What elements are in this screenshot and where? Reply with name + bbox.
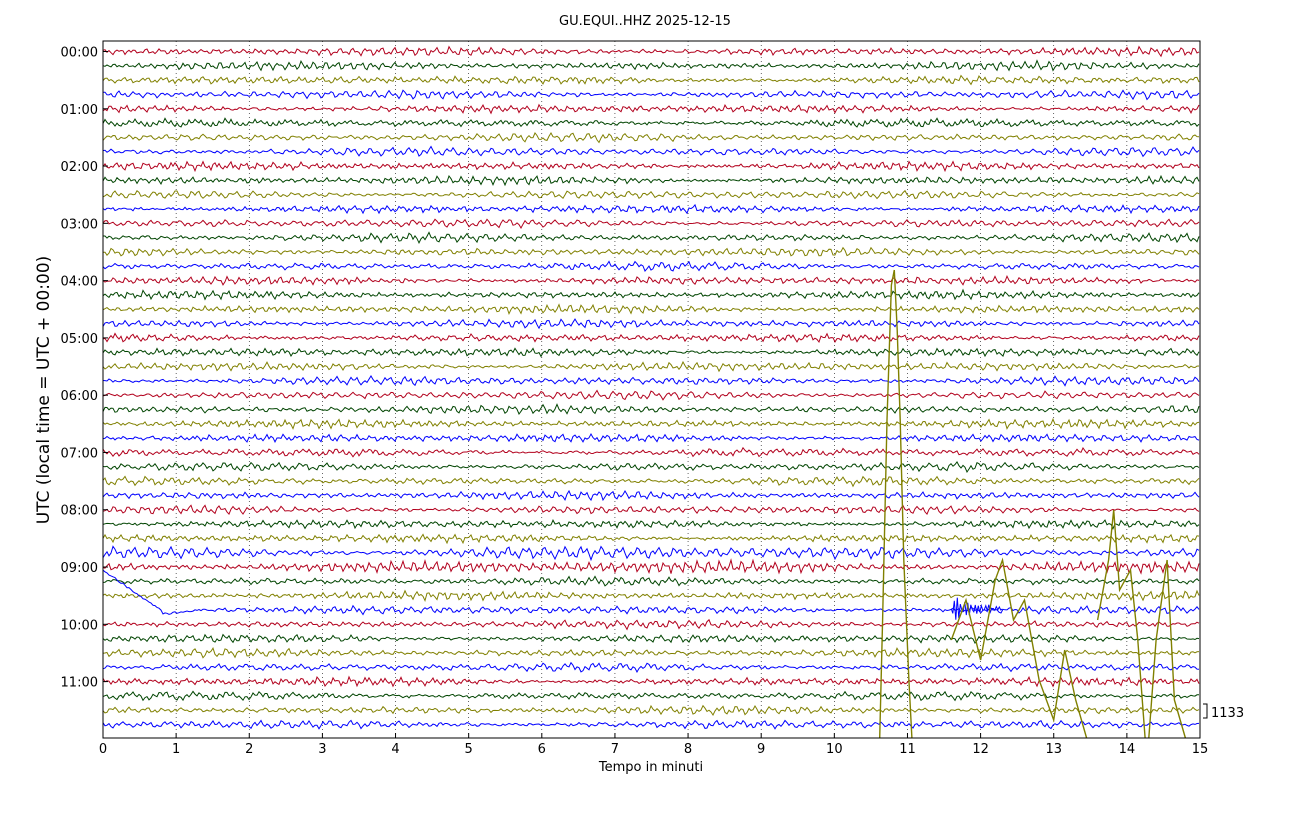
trace-row (102, 360, 1200, 373)
y-tick-label: 10:00 (61, 618, 98, 633)
trace-row (102, 318, 1200, 330)
x-tick-label: 8 (684, 742, 692, 757)
trace-row (102, 174, 1200, 187)
trace-row (102, 274, 1200, 286)
event-traces (879, 269, 1187, 739)
trace-row (102, 569, 1200, 616)
trace-row (102, 589, 1200, 603)
x-tick-label: 5 (465, 742, 473, 757)
trace-row (102, 160, 1200, 173)
trace-row (102, 575, 1200, 587)
trace-row (102, 446, 1200, 458)
x-axis-label: Tempo in minuti (598, 760, 703, 775)
trace-row (102, 203, 1200, 215)
event-trace (950, 557, 1088, 739)
trace-row (102, 633, 1200, 645)
event-trace (1148, 559, 1187, 739)
trace-row (102, 504, 1200, 516)
x-tick-label: 14 (1119, 742, 1136, 757)
y-tick-label: 07:00 (61, 446, 98, 461)
trace-row (102, 403, 1200, 415)
x-axis: 0 1 2 3 4 5 6 7 8 9 10 11 12 13 14 15 (99, 733, 1208, 757)
plot-frame (102, 40, 1201, 739)
trace-row (102, 489, 1200, 502)
trace-row (102, 218, 1200, 230)
x-tick-label: 10 (826, 742, 843, 757)
y-tick-label: 06:00 (61, 389, 98, 404)
trace-row (102, 288, 1200, 301)
trace-row (102, 519, 1200, 530)
trace-row (102, 59, 1200, 72)
x-tick-label: 9 (757, 742, 765, 757)
traces (102, 45, 1200, 730)
y-axis-label: UTC (local time = UTC + 00:00) (34, 256, 54, 525)
trace-row (102, 260, 1200, 272)
y-tick-label: 11:00 (61, 676, 98, 691)
trace-row (102, 618, 1200, 631)
trace-row (102, 417, 1200, 430)
trace-row (102, 145, 1200, 158)
trace-row (102, 704, 1200, 717)
x-tick-label: 11 (899, 742, 916, 757)
x-tick-label: 6 (538, 742, 546, 757)
x-tick-label: 12 (972, 742, 989, 757)
x-tick-label: 13 (1045, 742, 1062, 757)
trace-row (103, 246, 1200, 257)
trace-row (102, 45, 1200, 58)
trace-row (102, 332, 1200, 344)
y-tick-label: 01:00 (61, 103, 98, 118)
trace-row (102, 647, 1200, 659)
y-tick-label: 00:00 (61, 46, 98, 61)
x-tick-label: 15 (1192, 742, 1209, 757)
trace-row (102, 460, 1200, 474)
trace-row (102, 375, 1200, 387)
trace-row (102, 389, 1200, 401)
trace-row (102, 558, 1200, 575)
y-tick-label: 04:00 (61, 275, 98, 290)
trace-row (102, 475, 1200, 488)
event-trace (879, 269, 913, 739)
event-trace (1096, 509, 1146, 739)
y-axis: 00:00 01:00 02:00 03:00 04:00 05:00 06:00 07:00… (61, 46, 108, 691)
x-tick-label: 3 (318, 742, 326, 757)
y-tick-label: 09:00 (61, 561, 98, 576)
trace-row (102, 719, 1200, 730)
chart-title: GU.EQUI..HHZ 2025-12-15 (559, 14, 731, 29)
trace-row (102, 545, 1200, 562)
trace-row (102, 432, 1200, 444)
x-tick-label: 1 (172, 742, 180, 757)
trace-row (102, 661, 1200, 674)
x-tick-label: 2 (245, 742, 253, 757)
y-tick-label: 02:00 (61, 160, 98, 175)
event-burst (950, 597, 1003, 620)
x-tick-label: 0 (99, 742, 107, 757)
trace-row (102, 675, 1200, 688)
trace-row (102, 347, 1200, 358)
trace-row (102, 117, 1200, 128)
x-tick-label: 4 (391, 742, 399, 757)
trace-row (102, 533, 1200, 545)
trace-row (102, 103, 1200, 115)
scale-label: 1133 (1211, 706, 1244, 721)
y-tick-label: 08:00 (61, 504, 98, 519)
trace-row (102, 690, 1200, 702)
trace-row (102, 131, 1200, 144)
trace-row (103, 231, 1200, 245)
trace-row (102, 74, 1200, 86)
grid (175, 41, 1128, 738)
trace-row (102, 303, 1200, 316)
x-tick-label: 7 (611, 742, 619, 757)
trace-row (102, 189, 1200, 200)
trace-row (102, 89, 1200, 101)
scale-bar: 1133 (1203, 703, 1244, 721)
y-tick-label: 03:00 (61, 217, 98, 232)
y-tick-label: 05:00 (61, 332, 98, 347)
